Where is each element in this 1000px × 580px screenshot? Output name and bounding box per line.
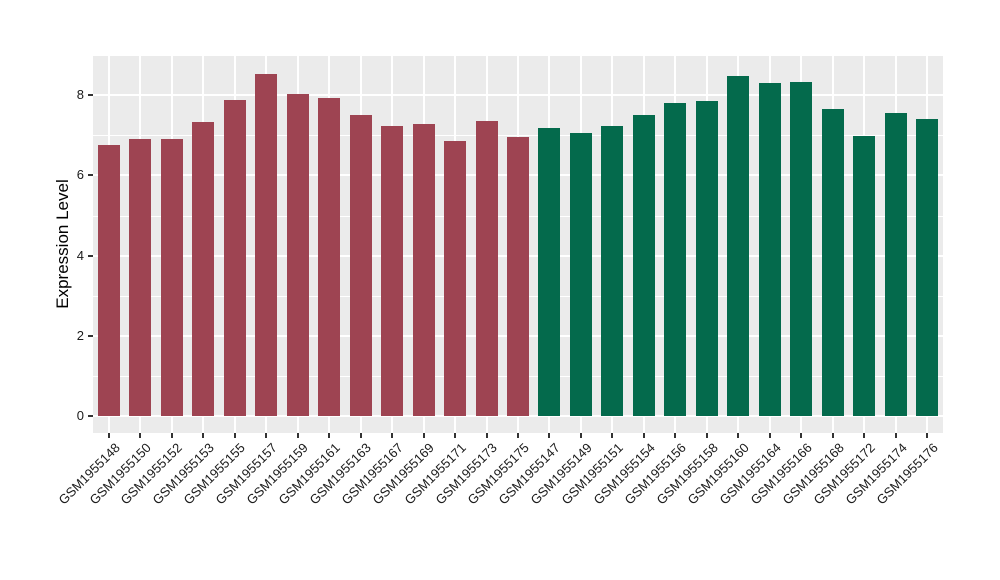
bar-GSM1955158	[695, 100, 718, 416]
y-axis-title: Expression Level	[53, 179, 72, 309]
x-tick-mark-GSM1955149	[579, 433, 582, 438]
plot-panel	[93, 56, 943, 433]
bar-GSM1955154	[632, 114, 655, 416]
y-tick-mark-6	[88, 174, 93, 177]
x-tick-mark-GSM1955152	[170, 433, 173, 438]
x-tick-mark-GSM1955175	[517, 433, 519, 438]
x-tick-mark-GSM1955151	[611, 433, 614, 438]
y-tick-label-8: 8	[76, 87, 84, 103]
bar-GSM1955176	[916, 119, 939, 416]
bar-GSM1955171	[444, 140, 467, 416]
bar-GSM1955153	[192, 121, 215, 416]
x-tick-mark-GSM1955174	[894, 433, 897, 438]
y-tick-mark-2	[88, 334, 93, 337]
bar-GSM1955156	[664, 103, 687, 416]
x-tick-mark-GSM1955168	[831, 433, 834, 438]
bar-GSM1955149	[569, 133, 592, 416]
x-tick-mark-GSM1955156	[674, 433, 677, 438]
bar-GSM1955169	[412, 123, 435, 416]
bar-GSM1955150	[129, 139, 152, 416]
y-tick-label-6: 6	[76, 167, 84, 183]
x-tick-mark-GSM1955161	[328, 433, 331, 438]
x-tick-mark-GSM1955155	[233, 433, 236, 438]
bar-GSM1955147	[538, 128, 561, 416]
y-tick-mark-8	[88, 94, 93, 97]
bar-GSM1955174	[884, 113, 907, 416]
y-tick-mark-0	[88, 415, 93, 417]
bar-GSM1955167	[381, 126, 404, 416]
x-tick-mark-GSM1955172	[863, 433, 866, 438]
bar-GSM1955155	[223, 100, 246, 416]
bar-GSM1955166	[790, 81, 813, 416]
x-tick-mark-GSM1955157	[265, 433, 268, 438]
x-tick-mark-GSM1955150	[139, 433, 142, 438]
y-tick-label-0: 0	[76, 408, 84, 423]
x-tick-mark-GSM1955154	[642, 433, 645, 438]
bar-GSM1955173	[475, 120, 498, 416]
x-tick-mark-GSM1955158	[705, 433, 708, 438]
bar-GSM1955157	[255, 73, 278, 416]
x-tick-mark-GSM1955148	[107, 433, 110, 438]
bar-GSM1955164	[758, 83, 781, 416]
x-tick-mark-GSM1955176	[926, 433, 929, 438]
x-tick-mark-GSM1955160	[737, 433, 740, 438]
bar-GSM1955175	[507, 136, 529, 416]
x-tick-mark-GSM1955164	[768, 433, 771, 438]
x-tick-mark-GSM1955173	[485, 433, 488, 438]
x-tick-mark-GSM1955153	[202, 433, 205, 438]
bar-GSM1955148	[97, 144, 120, 416]
bar-GSM1955151	[601, 126, 624, 416]
x-tick-mark-GSM1955163	[359, 433, 362, 438]
bar-GSM1955161	[318, 97, 341, 416]
bar-GSM1955159	[286, 94, 309, 416]
bar-GSM1955172	[853, 136, 876, 416]
bar-GSM1955152	[160, 138, 183, 416]
y-tick-label-2: 2	[76, 327, 84, 343]
bar-GSM1955168	[821, 108, 844, 416]
y-tick-label-4: 4	[76, 247, 84, 263]
x-tick-mark-GSM1955166	[800, 433, 803, 438]
x-tick-mark-GSM1955159	[296, 433, 299, 438]
y-tick-mark-4	[88, 254, 93, 257]
bar-GSM1955160	[727, 75, 750, 416]
x-tick-mark-GSM1955167	[391, 433, 394, 438]
x-tick-mark-GSM1955171	[454, 433, 457, 438]
x-tick-mark-GSM1955147	[548, 433, 551, 438]
bar-GSM1955163	[349, 114, 372, 416]
x-tick-mark-GSM1955169	[422, 433, 425, 438]
